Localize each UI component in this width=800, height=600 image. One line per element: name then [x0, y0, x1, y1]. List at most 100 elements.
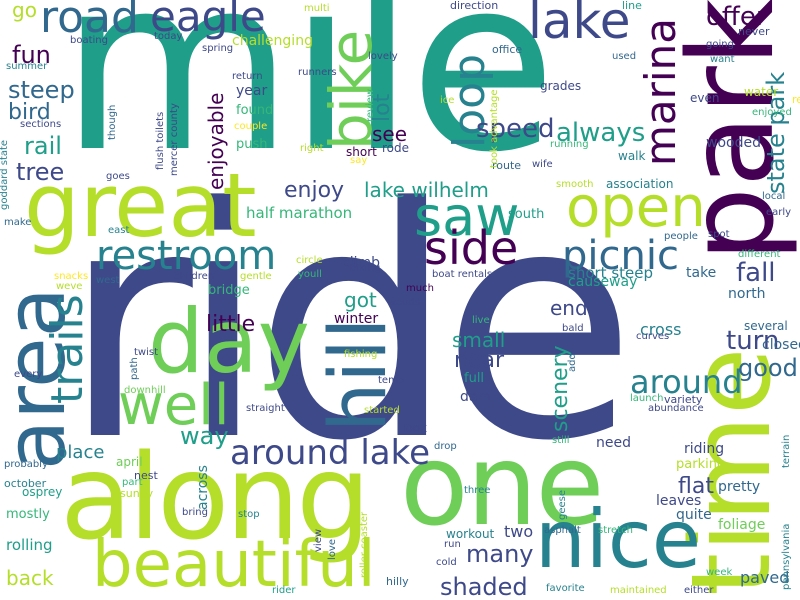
- word-maintained: maintained: [610, 585, 667, 596]
- word-day: day: [148, 290, 310, 393]
- word-sections: sections: [20, 119, 62, 130]
- word-october: october: [4, 477, 47, 490]
- word-weve: weve: [56, 281, 83, 292]
- word-took-advantage: took advantage: [489, 89, 500, 168]
- word-shaded: shaded: [440, 573, 528, 600]
- word-spring: spring: [202, 43, 234, 54]
- word-april: april: [116, 455, 143, 469]
- word-well: well: [118, 373, 230, 438]
- word-enjoyable: enjoyable: [204, 92, 228, 190]
- word-route: route: [492, 159, 522, 172]
- word-take: take: [686, 265, 717, 281]
- word-smooth: smooth: [556, 179, 594, 190]
- word-still: still: [552, 435, 570, 446]
- word-osprey: osprey: [22, 485, 63, 499]
- word-way: way: [180, 422, 229, 450]
- word-flat: flat: [678, 474, 714, 499]
- word-every: every: [14, 369, 43, 380]
- word-return: return: [232, 71, 263, 82]
- word-two: two: [504, 522, 534, 541]
- word-lake-wilhelm: lake wilhelm: [364, 178, 489, 202]
- word-closed: closed: [762, 337, 800, 353]
- word-sunny: sunny: [120, 487, 154, 500]
- word-restroom: restroom: [96, 233, 277, 279]
- word-bridge: bridge: [208, 283, 250, 298]
- word-grades: grades: [540, 79, 582, 93]
- word-marina: marina: [636, 18, 685, 166]
- word-winter: winter: [334, 311, 379, 327]
- word-terrain: terrain: [781, 434, 792, 468]
- word-little: little: [206, 312, 256, 337]
- word-small: small: [452, 328, 506, 352]
- word-climb: climb: [342, 255, 381, 271]
- word-goddard-state: goddard state: [0, 139, 10, 210]
- word-never: never: [738, 25, 770, 38]
- word-fun: fun: [12, 41, 51, 69]
- word-t: t: [570, 207, 574, 218]
- word-three: three: [464, 485, 491, 496]
- word-steep: steep: [8, 76, 75, 104]
- word-ride: ride: [62, 140, 637, 510]
- word-north: north: [728, 286, 766, 302]
- word-boat-rentals: boat rentals: [432, 269, 493, 280]
- word-causeway: causeway: [568, 274, 638, 290]
- word-snacks: snacks: [54, 271, 89, 282]
- word-roller-coaster: roller coaster: [359, 511, 370, 578]
- word-always: always: [556, 118, 646, 148]
- word-see: see: [372, 122, 408, 146]
- word-even: even: [690, 91, 720, 105]
- word-side: side: [424, 221, 519, 275]
- word-year: year: [236, 83, 268, 99]
- word-right: right: [300, 143, 324, 154]
- word-direction: direction: [450, 0, 499, 12]
- word-challenging: challenging: [232, 33, 313, 49]
- word-people: people: [664, 231, 698, 242]
- word-cross: cross: [640, 320, 682, 339]
- word-road: road: [40, 0, 139, 43]
- word-quite: quite: [676, 507, 712, 523]
- word-several: several: [744, 319, 788, 333]
- word-love: love: [327, 539, 338, 560]
- word-woods: woods: [388, 297, 420, 308]
- word-place: place: [56, 442, 105, 463]
- word-today: today: [154, 31, 183, 42]
- word-multi: multi: [304, 3, 330, 14]
- word-walk: walk: [618, 149, 646, 163]
- word-view: view: [313, 528, 324, 552]
- word-many: many: [466, 540, 534, 568]
- word-go: go: [12, 0, 37, 22]
- word-part: part: [122, 477, 143, 488]
- word-stop: stop: [238, 509, 260, 520]
- word-probably: probably: [4, 459, 48, 470]
- word-much: much: [406, 283, 434, 294]
- word-say: say: [350, 155, 368, 166]
- word-saw: saw: [414, 185, 520, 248]
- word-runners: runners: [298, 67, 337, 78]
- word-summer: summer: [6, 61, 48, 72]
- word-drop: drop: [434, 441, 457, 452]
- word-back: back: [6, 566, 54, 590]
- word-good: good: [738, 354, 798, 382]
- word-around-lake: around lake: [230, 433, 431, 473]
- word-rest: rest: [792, 93, 800, 106]
- word-found: found: [236, 103, 274, 118]
- word-trails: trails: [42, 294, 93, 404]
- word-launch: launch: [630, 393, 664, 404]
- word-different: different: [738, 249, 781, 260]
- word-circle: circle: [296, 255, 323, 266]
- word-beautiful: beautiful: [92, 528, 376, 600]
- word-east: east: [108, 225, 130, 236]
- word-office: office: [492, 43, 523, 56]
- word-full: full: [464, 371, 485, 386]
- word-review: review: [365, 88, 376, 122]
- word-paved: paved: [740, 568, 790, 587]
- word-mercer-county: mercer county: [169, 103, 180, 176]
- word-pennsylvania: pennsylvania: [781, 523, 792, 590]
- word-fall: fall: [736, 258, 776, 288]
- word-geese: geese: [557, 489, 568, 520]
- word-offer: offer: [706, 2, 767, 32]
- word-short-steep: short steep: [568, 264, 653, 282]
- word-couple: couple: [234, 121, 268, 132]
- word-bird: bird: [8, 100, 51, 125]
- word-variety: variety: [664, 393, 703, 406]
